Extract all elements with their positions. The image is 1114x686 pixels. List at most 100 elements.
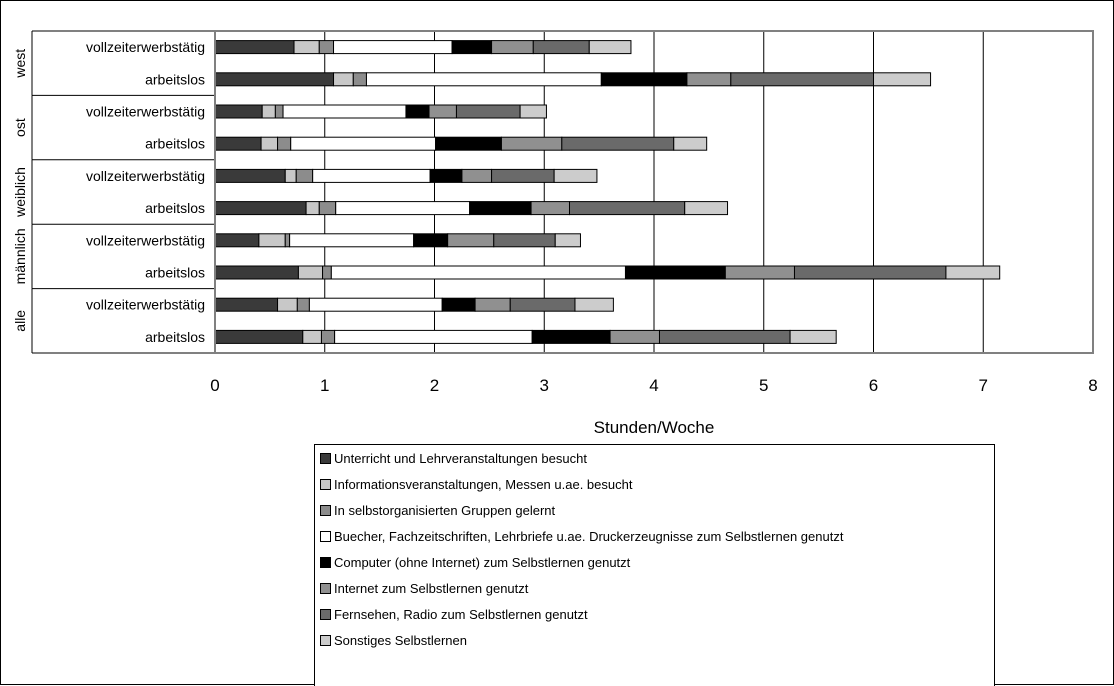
legend-swatch bbox=[320, 504, 331, 516]
group-label: west bbox=[12, 49, 28, 79]
bar-segment bbox=[277, 136, 292, 151]
bar-segment bbox=[214, 136, 262, 151]
bar-segment bbox=[554, 233, 581, 248]
legend-swatch bbox=[320, 478, 331, 490]
bar-segment bbox=[334, 329, 533, 344]
bar-segment bbox=[531, 329, 611, 344]
legend-swatch bbox=[320, 608, 331, 620]
legend-label: Buecher, Fachzeitschriften, Lehrbriefe u… bbox=[334, 528, 844, 544]
bar-segment bbox=[873, 72, 932, 87]
legend-swatch bbox=[320, 556, 331, 568]
bar-segment bbox=[365, 72, 602, 87]
bar-segment bbox=[789, 329, 837, 344]
x-tick-label: 0 bbox=[210, 376, 219, 395]
bar-segment bbox=[491, 40, 534, 55]
plot-area-border bbox=[214, 30, 1094, 354]
row-label: vollzeiterwerbstätig bbox=[86, 104, 205, 120]
bar-segment bbox=[405, 104, 430, 119]
row-label: arbeitslos bbox=[145, 329, 205, 345]
bar-segment bbox=[413, 233, 449, 248]
bar-segment bbox=[274, 104, 284, 119]
bar-segment bbox=[333, 72, 354, 87]
bar-segment bbox=[441, 297, 476, 312]
bars bbox=[214, 40, 1001, 344]
bar-segment bbox=[352, 72, 367, 87]
bar-segment bbox=[532, 40, 590, 55]
bar-segment bbox=[260, 136, 279, 151]
legend-swatch bbox=[320, 582, 331, 594]
bar-segment bbox=[588, 40, 632, 55]
bar-segment bbox=[214, 233, 260, 248]
bar-segment bbox=[793, 265, 947, 280]
legend-item: Fernsehen, Radio zum Selbstlernen genutz… bbox=[320, 603, 588, 625]
group-labels: west ost weiblich männlich alle bbox=[12, 30, 215, 354]
row-labels: vollzeiterwerbstätig arbeitslos vollzeiter… bbox=[86, 39, 205, 345]
bar-segment bbox=[322, 265, 332, 280]
group-label: weiblich bbox=[12, 167, 28, 218]
bar-segment bbox=[284, 168, 297, 183]
bar-segment bbox=[553, 168, 598, 183]
bar-segment bbox=[509, 297, 576, 312]
bar-segment bbox=[302, 329, 322, 344]
x-tick-label: 1 bbox=[320, 376, 329, 395]
row-label: arbeitslos bbox=[145, 71, 205, 87]
bar-segment bbox=[609, 329, 660, 344]
bar-segment bbox=[428, 104, 457, 119]
legend-swatch bbox=[320, 634, 331, 646]
group-label: ost bbox=[12, 118, 28, 137]
bar-segment bbox=[293, 40, 320, 55]
bar-segment bbox=[284, 233, 291, 248]
bar-segment bbox=[461, 168, 493, 183]
bar-segment bbox=[214, 104, 263, 119]
bar-segment bbox=[684, 201, 729, 216]
x-axis-label: Stunden/Woche bbox=[594, 418, 715, 437]
x-tick-label: 7 bbox=[979, 376, 988, 395]
bar-segment bbox=[258, 233, 286, 248]
bar-segment bbox=[335, 201, 471, 216]
bar-segment bbox=[519, 104, 547, 119]
bar-segment bbox=[447, 233, 495, 248]
bar-segment bbox=[451, 40, 493, 55]
bar-segment bbox=[568, 201, 686, 216]
bar-segment bbox=[318, 40, 335, 55]
bar-segment bbox=[214, 168, 286, 183]
legend-label: In selbstorganisierten Gruppen gelernt bbox=[334, 502, 556, 518]
bar-segment bbox=[730, 72, 875, 87]
x-tick-label: 3 bbox=[540, 376, 549, 395]
bar-segment bbox=[277, 297, 298, 312]
legend: Unterricht und Lehrveranstaltungen besuc… bbox=[314, 444, 995, 686]
bar-segment bbox=[308, 297, 443, 312]
bar-segment bbox=[474, 297, 511, 312]
x-tick-label: 8 bbox=[1088, 376, 1097, 395]
legend-label: Informationsveranstaltungen, Messen u.ae… bbox=[334, 476, 633, 492]
bar-segment bbox=[320, 329, 336, 344]
x-tick-label: 5 bbox=[759, 376, 768, 395]
bar-segment bbox=[214, 201, 307, 216]
bar-segment bbox=[214, 265, 299, 280]
bar-segment bbox=[658, 329, 791, 344]
bar-segment bbox=[296, 297, 310, 312]
bar-segment bbox=[574, 297, 614, 312]
bar-segment bbox=[945, 265, 1001, 280]
bar-segment bbox=[289, 233, 415, 248]
legend-item: In selbstorganisierten Gruppen gelernt bbox=[320, 499, 555, 521]
legend-item: Sonstiges Selbstlernen bbox=[320, 629, 467, 651]
bar-segment bbox=[295, 168, 314, 183]
legend-label: Fernsehen, Radio zum Selbstlernen genutz… bbox=[334, 606, 588, 622]
bar-segment bbox=[500, 136, 563, 151]
group-label: männlich bbox=[12, 228, 28, 284]
bar-segment bbox=[561, 136, 675, 151]
bar-segment bbox=[330, 265, 626, 280]
bar-segment bbox=[318, 201, 337, 216]
legend-item: Informationsveranstaltungen, Messen u.ae… bbox=[320, 473, 632, 495]
bar-segment bbox=[214, 297, 279, 312]
bar-segment bbox=[333, 40, 453, 55]
bar-segment bbox=[261, 104, 276, 119]
bar-segment bbox=[491, 168, 555, 183]
bar-segment bbox=[673, 136, 708, 151]
bar-segment bbox=[312, 168, 431, 183]
legend-item: Computer (ohne Internet) zum Selbstlerne… bbox=[320, 551, 630, 573]
legend-item: Buecher, Fachzeitschriften, Lehrbriefe u… bbox=[320, 525, 843, 547]
